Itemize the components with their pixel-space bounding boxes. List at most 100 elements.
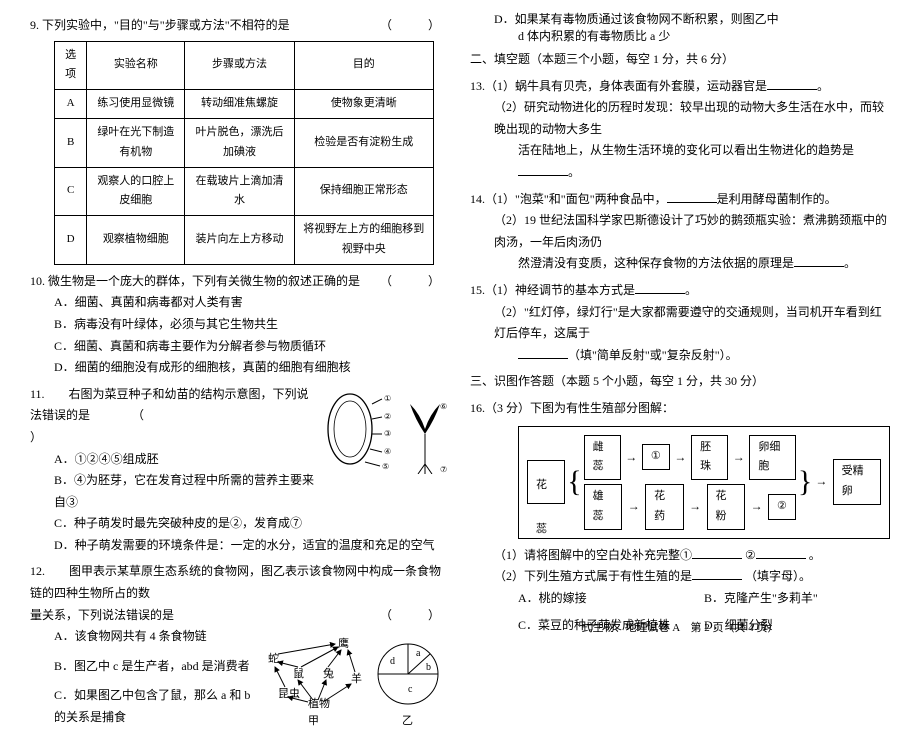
blank bbox=[692, 568, 742, 580]
q10-paren: （ ） bbox=[380, 271, 440, 293]
th: 选项 bbox=[55, 41, 87, 90]
q16-p1c: 。 bbox=[809, 548, 821, 562]
q10-opt-b: B．病毒没有叶绿体，必须与其它生物共生 bbox=[30, 314, 450, 336]
td: A bbox=[55, 90, 87, 119]
td: 绿叶在光下制造有机物 bbox=[87, 118, 185, 167]
td: 保持细胞正常形态 bbox=[294, 167, 433, 216]
svg-text:①: ① bbox=[384, 394, 391, 403]
svg-text:甲: 甲 bbox=[308, 715, 319, 727]
blank bbox=[767, 78, 817, 90]
q12-opt-b: B．图乙中 c 是生产者，abd 是消费者 bbox=[30, 656, 260, 678]
flow-xiongrui: 雄蕊 bbox=[584, 484, 623, 530]
q9-stem: 9. 下列实验中，"目的"与"步骤或方法"不相符的是 bbox=[30, 18, 290, 32]
q16-p1a: （1）请将图解中的空白处补充完整① bbox=[494, 548, 692, 562]
arrow-icon: → bbox=[623, 447, 640, 469]
left-column: 9. 下列实验中，"目的"与"步骤或方法"不相符的是 （ ） 选项 实验名称 步… bbox=[20, 10, 460, 639]
td: 在载玻片上滴加清水 bbox=[185, 167, 294, 216]
foodweb-jia: 蛇 鹰 鼠 兔 羊 昆虫 植物 甲 bbox=[263, 632, 368, 727]
q9-paren: （ ） bbox=[380, 15, 440, 37]
td: 观察人的口腔上皮细胞 bbox=[87, 167, 185, 216]
td: 叶片脱色，漂洗后加碘液 bbox=[185, 118, 294, 167]
td: C bbox=[55, 167, 87, 216]
blank bbox=[667, 191, 717, 203]
q11-stem-b: ） bbox=[30, 430, 42, 444]
q13-2b: 活在陆地上，从生物生活环境的变化可以看出生物进化的趋势是。 bbox=[470, 140, 890, 183]
th: 步骤或方法 bbox=[185, 41, 294, 90]
svg-text:⑥: ⑥ bbox=[440, 402, 447, 411]
q14: 14.（1）"泡菜"和"面包"两种食品中， 是利用酵母菌制作的。 （2）19 世纪… bbox=[470, 189, 890, 275]
svg-text:乙: 乙 bbox=[402, 714, 413, 727]
table-head: 选项 实验名称 步骤或方法 目的 bbox=[55, 41, 434, 90]
q16-p1b: ② bbox=[745, 548, 756, 562]
q10-opt-d: D．细菌的细胞没有成形的细胞核，真菌的细胞有细胞核 bbox=[30, 357, 450, 379]
q10: 10. 微生物是一个庞大的群体，下列有关微生物的叙述正确的是 （ ） A．细菌、… bbox=[30, 271, 450, 379]
flow-luan: 卵细胞 bbox=[749, 435, 795, 481]
td: 转动细准焦螺旋 bbox=[185, 90, 294, 119]
svg-text:c: c bbox=[408, 684, 413, 695]
flow-huarui: 花蕊 bbox=[527, 460, 565, 504]
section-3-title: 三、识图作答题（本题 5 个小题，每空 1 分，共 30 分） bbox=[470, 371, 890, 393]
td: D bbox=[55, 216, 87, 265]
page-footer: 式生物、地理试卷 A 第 2 页（共 4 页） bbox=[581, 619, 778, 635]
q11-opt-d: D．种子萌发需要的环境条件是：一定的水分，适宜的温度和充足的空气 bbox=[30, 535, 450, 557]
blank bbox=[692, 547, 742, 559]
arrow-icon: → bbox=[730, 447, 747, 469]
flow-huafen: 花粉 bbox=[707, 484, 746, 530]
table-row: D 观察植物细胞 装片向左上方移动 将视野左上方的细胞移到视野中央 bbox=[55, 216, 434, 265]
flow-o2: ② bbox=[768, 494, 796, 520]
td: B bbox=[55, 118, 87, 167]
q14-2a: （2）19 世纪法国科学家巴斯德设计了巧妙的鹅颈瓶实验：煮沸鹅颈瓶中的肉汤，一年… bbox=[470, 210, 890, 253]
arrow-icon: → bbox=[747, 496, 766, 518]
q12-paren: （ ） bbox=[380, 605, 440, 627]
td: 练习使用显微镜 bbox=[87, 90, 185, 119]
svg-text:羊: 羊 bbox=[351, 671, 362, 685]
arrow-icon: → bbox=[812, 471, 830, 493]
q16-p2: （2）下列生殖方式属于有性生殖的是 （填字母）。 bbox=[470, 566, 890, 588]
arrow-icon: → bbox=[672, 447, 689, 469]
svg-text:⑤: ⑤ bbox=[382, 462, 389, 471]
bracket-icon: { bbox=[567, 467, 581, 497]
q16-p2a: （2）下列生殖方式属于有性生殖的是 bbox=[494, 569, 692, 583]
q10-stem: 10. 微生物是一个庞大的群体，下列有关微生物的叙述正确的是 bbox=[30, 274, 360, 288]
svg-text:②: ② bbox=[384, 412, 391, 421]
q15-1a: 15.（1）神经调节的基本方式是 bbox=[470, 283, 635, 297]
q13-2b-end: 。 bbox=[568, 165, 580, 179]
bracket-icon: } bbox=[798, 467, 812, 497]
blank bbox=[756, 547, 806, 559]
q12: 12. 图甲表示某草原生态系统的食物网，图乙表示该食物网中构成一条食物链的四种生… bbox=[30, 561, 450, 728]
svg-text:③: ③ bbox=[384, 429, 391, 438]
q10-opt-c: C．细菌、真菌和病毒主要作为分解者参与物质循环 bbox=[30, 336, 450, 358]
q14-2b-text: 然澄清没有变质，这种保存食物的方法依据的原理是 bbox=[518, 256, 794, 270]
svg-text:兔: 兔 bbox=[323, 666, 334, 680]
arrow-icon: → bbox=[686, 496, 705, 518]
q16-flow-diagram: 花蕊 { 雌蕊→ ①→ 胚珠→ 卵细胞 雄蕊→ 花药→ 花粉→ ② bbox=[518, 426, 890, 539]
right-column: D．如果某有毒物质通过该食物网不断积累，则图乙中 d 体内积累的有毒物质比 a … bbox=[460, 10, 900, 639]
table-row: A 练习使用显微镜 转动细准焦螺旋 使物象更清晰 bbox=[55, 90, 434, 119]
q12-stem-a: 12. 图甲表示某草原生态系统的食物网，图乙表示该食物网中构成一条食物链的四种生… bbox=[30, 564, 441, 600]
q14-1b: 是利用酵母菌制作的。 bbox=[717, 192, 837, 206]
q12-opt-a: A．该食物网共有 4 条食物链 bbox=[30, 626, 260, 648]
blank bbox=[518, 347, 568, 359]
seed-diagram: ① ② ③ ④ ⑤ ⑥ ⑦ bbox=[320, 384, 450, 474]
q14-1a: 14.（1）"泡菜"和"面包"两种食品中， bbox=[470, 192, 667, 206]
table-row: C 观察人的口腔上皮细胞 在载玻片上滴加清水 保持细胞正常形态 bbox=[55, 167, 434, 216]
svg-text:d: d bbox=[390, 656, 395, 667]
table-row: B 绿叶在光下制造有机物 叶片脱色，漂洗后加碘液 检验是否有淀粉生成 bbox=[55, 118, 434, 167]
blank bbox=[518, 164, 568, 176]
flow-shoujing: 受精卵 bbox=[833, 459, 881, 505]
q13-2a: （2）研究动物进化的历程时发现：较早出现的动物大多生活在水中，而较晚出现的动物大… bbox=[470, 97, 890, 140]
svg-text:蛇: 蛇 bbox=[268, 651, 279, 665]
svg-text:鼠: 鼠 bbox=[293, 666, 304, 680]
q13-1b: 。 bbox=[817, 79, 829, 93]
td: 装片向左上方移动 bbox=[185, 216, 294, 265]
q9: 9. 下列实验中，"目的"与"步骤或方法"不相符的是 （ ） 选项 实验名称 步… bbox=[30, 15, 450, 265]
svg-text:⑦: ⑦ bbox=[440, 465, 447, 474]
section-2-title: 二、填空题（本题三个小题，每空 1 分，共 6 分） bbox=[470, 49, 890, 71]
q16-stem: 16.（3 分）下图为有性生殖部分图解： bbox=[470, 401, 674, 415]
q12-opt-c: C．如果图乙中包含了鼠，那么 a 和 b 的关系是捕食 bbox=[30, 685, 260, 728]
q10-opt-a: A．细菌、真菌和病毒都对人类有害 bbox=[30, 292, 450, 314]
q15-1b: 。 bbox=[685, 283, 697, 297]
flow-o1: ① bbox=[642, 444, 670, 470]
q14-2b-end: 。 bbox=[844, 256, 856, 270]
q11-stem-a: 11. 右图为菜豆种子和幼苗的结构示意图，下列说法错误的是 （ bbox=[30, 387, 309, 423]
